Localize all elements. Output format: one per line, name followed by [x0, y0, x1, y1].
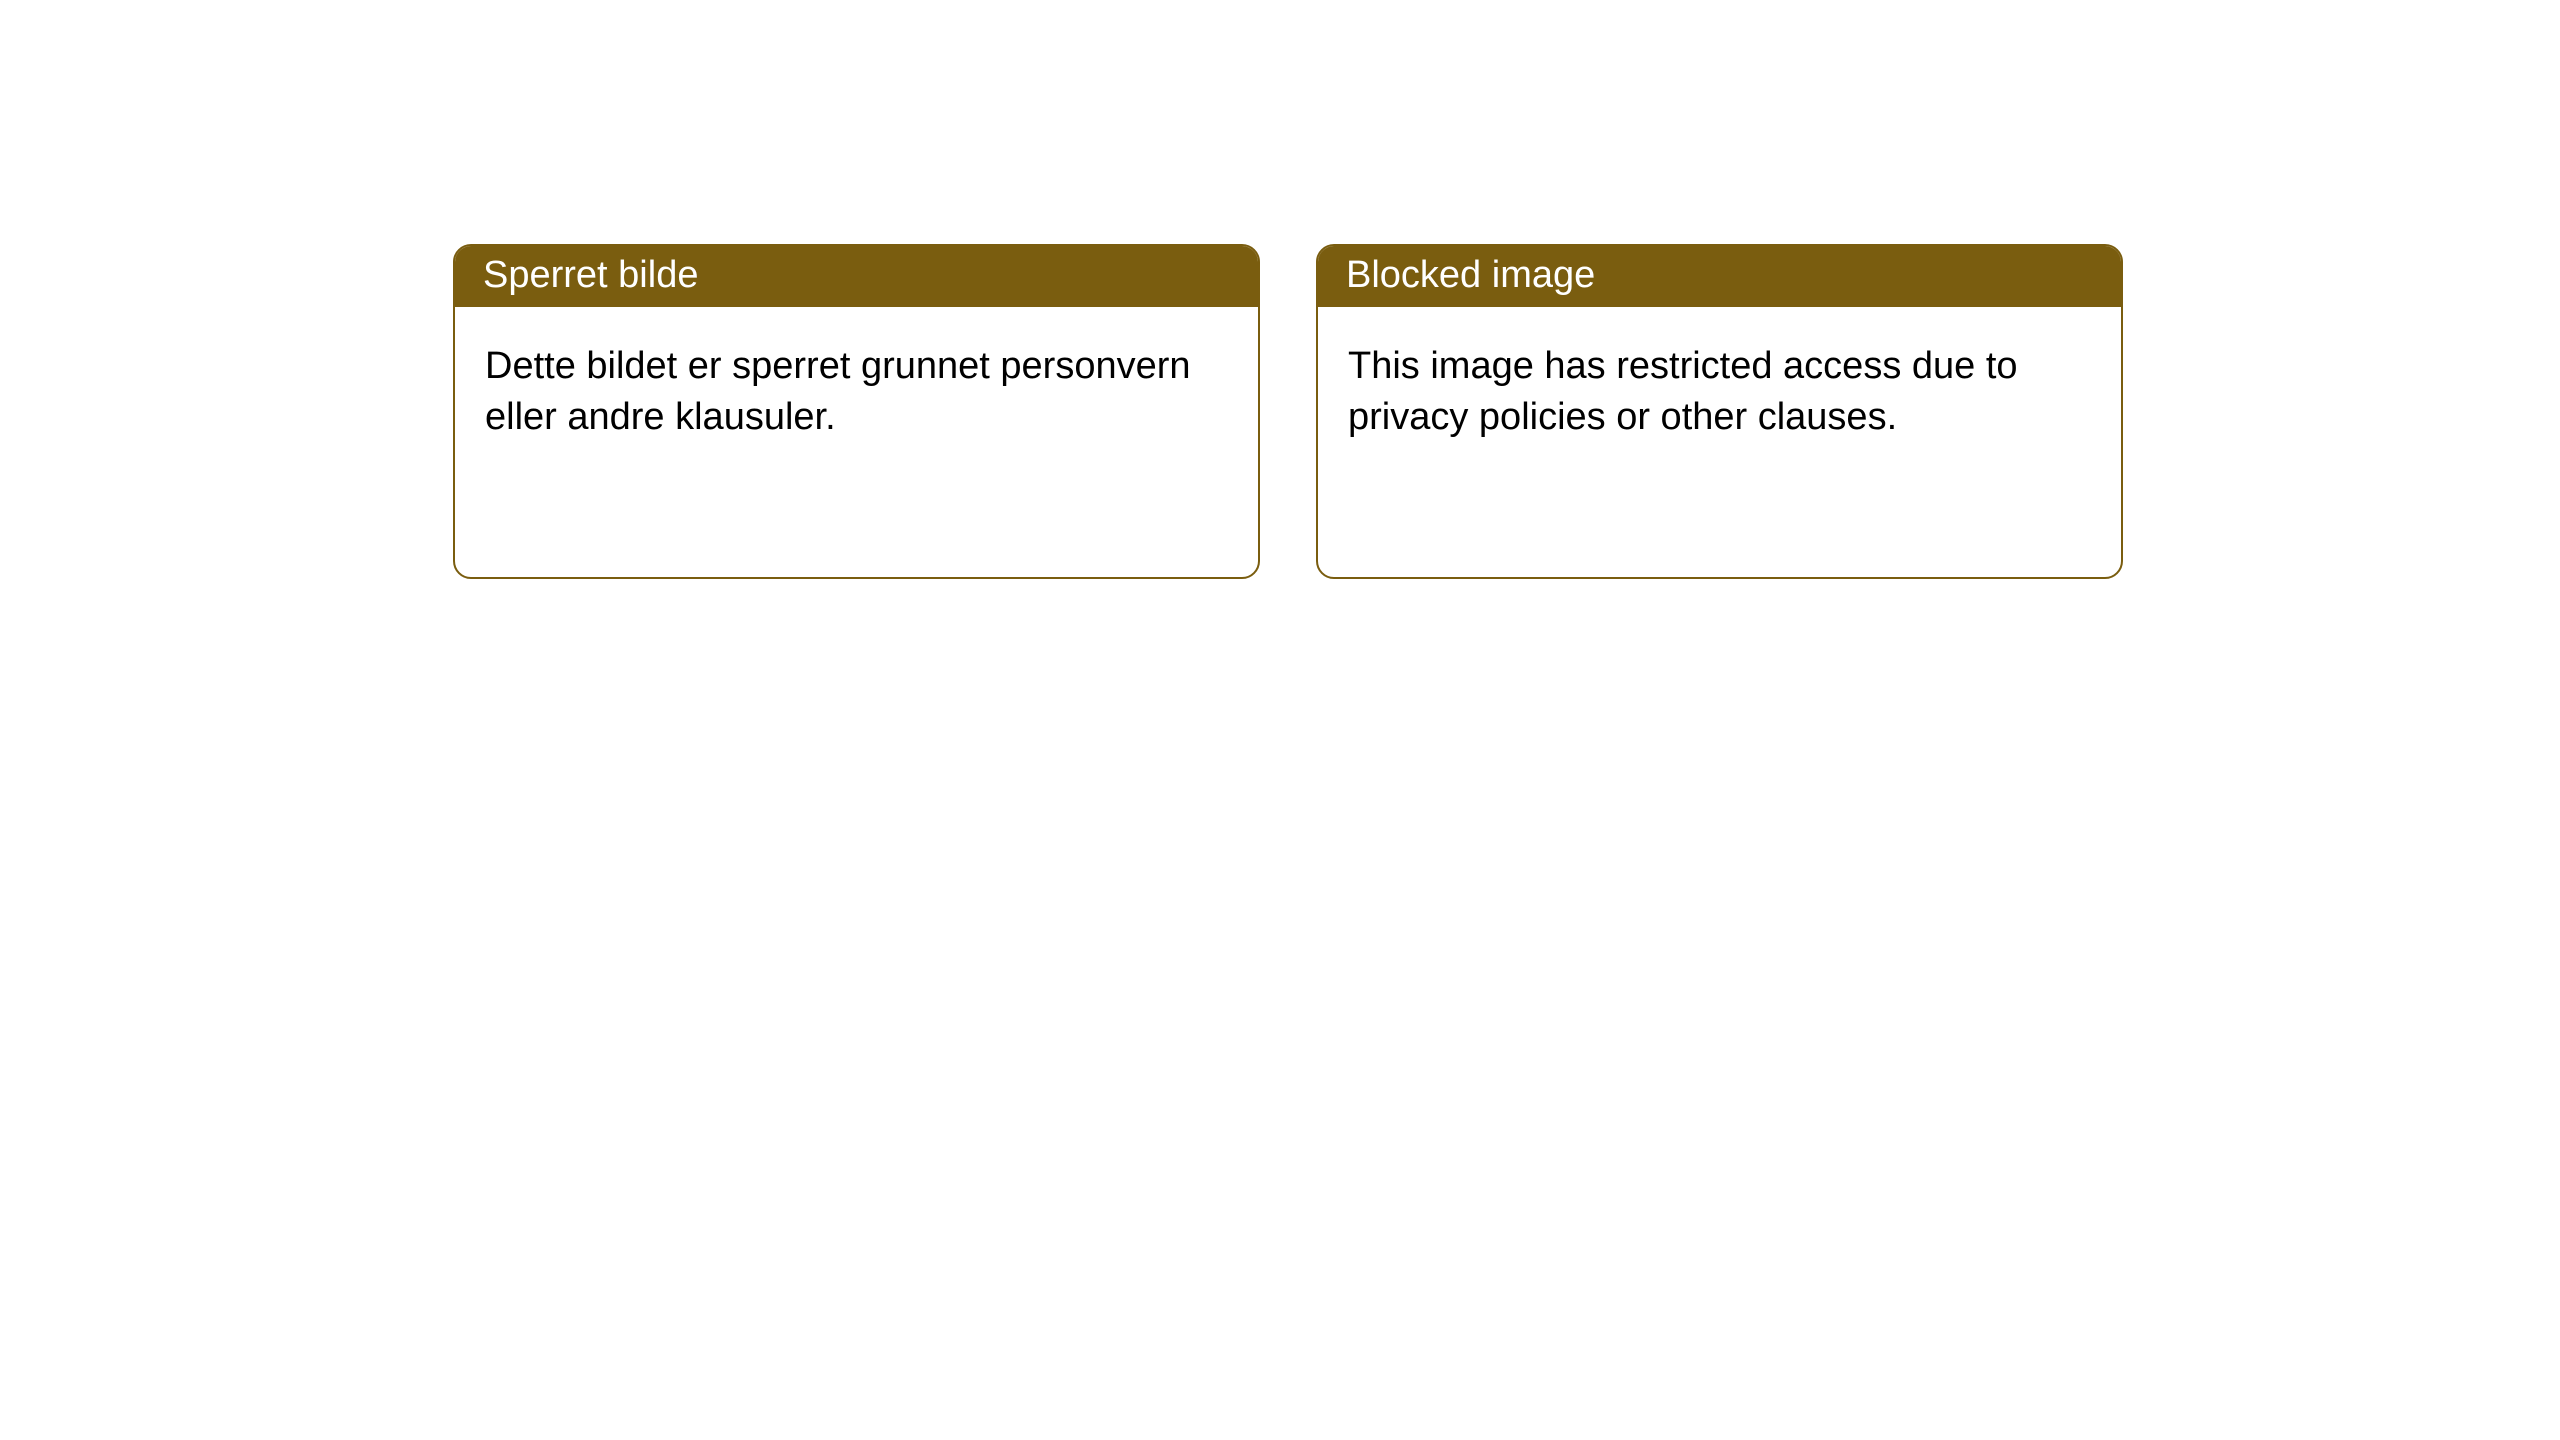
notice-header: Blocked image	[1318, 246, 2121, 307]
notice-box-english: Blocked image This image has restricted …	[1316, 244, 2123, 579]
notice-body: This image has restricted access due to …	[1318, 307, 2121, 478]
notice-header: Sperret bilde	[455, 246, 1258, 307]
notice-body: Dette bildet er sperret grunnet personve…	[455, 307, 1258, 478]
notice-box-norwegian: Sperret bilde Dette bildet er sperret gr…	[453, 244, 1260, 579]
notices-container: Sperret bilde Dette bildet er sperret gr…	[0, 0, 2560, 579]
